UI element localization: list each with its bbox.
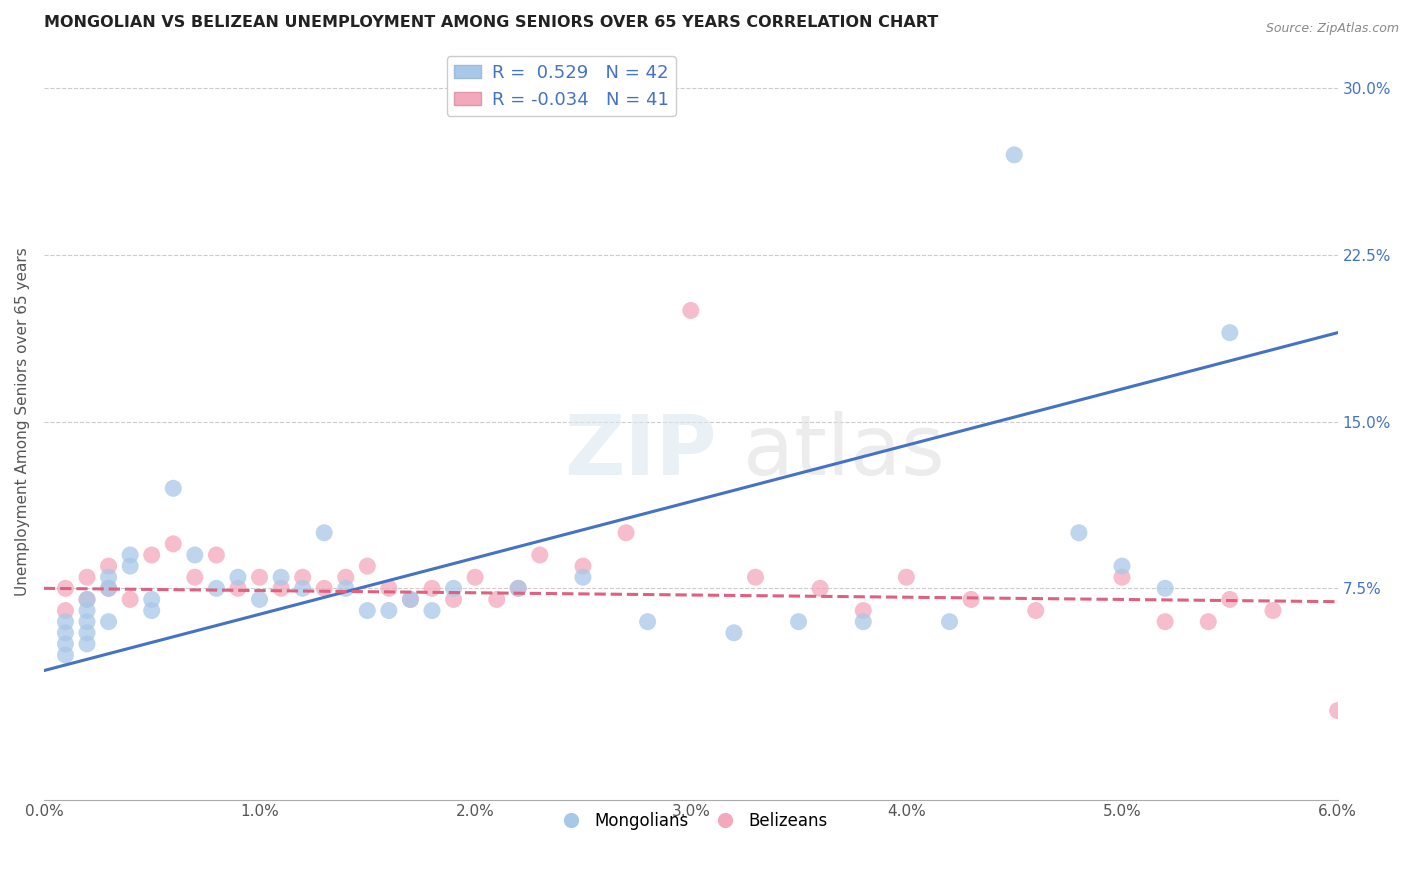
Point bbox=[291, 582, 314, 596]
Point bbox=[76, 592, 98, 607]
Point bbox=[637, 615, 659, 629]
Point bbox=[249, 570, 271, 584]
Point bbox=[1326, 704, 1348, 718]
Point bbox=[141, 592, 163, 607]
Point bbox=[420, 603, 443, 617]
Point bbox=[335, 570, 357, 584]
Point bbox=[97, 582, 120, 596]
Point bbox=[443, 592, 465, 607]
Point bbox=[76, 603, 98, 617]
Point bbox=[808, 582, 831, 596]
Text: ZIP: ZIP bbox=[564, 411, 717, 492]
Point bbox=[55, 637, 77, 651]
Point bbox=[1219, 326, 1241, 340]
Point bbox=[399, 592, 422, 607]
Point bbox=[249, 592, 271, 607]
Point bbox=[184, 570, 207, 584]
Point bbox=[1154, 582, 1177, 596]
Point bbox=[529, 548, 551, 562]
Point bbox=[162, 537, 184, 551]
Point bbox=[464, 570, 486, 584]
Point bbox=[314, 525, 336, 540]
Point bbox=[55, 582, 77, 596]
Point bbox=[141, 603, 163, 617]
Point bbox=[1197, 615, 1219, 629]
Text: MONGOLIAN VS BELIZEAN UNEMPLOYMENT AMONG SENIORS OVER 65 YEARS CORRELATION CHART: MONGOLIAN VS BELIZEAN UNEMPLOYMENT AMONG… bbox=[44, 15, 938, 30]
Point bbox=[97, 559, 120, 574]
Point bbox=[572, 570, 595, 584]
Point bbox=[378, 582, 401, 596]
Point bbox=[76, 592, 98, 607]
Point bbox=[1025, 603, 1047, 617]
Point bbox=[76, 637, 98, 651]
Point bbox=[508, 582, 530, 596]
Legend: Mongolians, Belizeans: Mongolians, Belizeans bbox=[547, 805, 834, 837]
Point bbox=[1261, 603, 1284, 617]
Point bbox=[960, 592, 983, 607]
Point bbox=[76, 570, 98, 584]
Point bbox=[120, 559, 142, 574]
Point bbox=[1154, 615, 1177, 629]
Point bbox=[679, 303, 702, 318]
Point bbox=[55, 603, 77, 617]
Point bbox=[356, 603, 378, 617]
Point bbox=[1111, 570, 1133, 584]
Point bbox=[787, 615, 810, 629]
Point bbox=[896, 570, 918, 584]
Point bbox=[141, 548, 163, 562]
Text: Source: ZipAtlas.com: Source: ZipAtlas.com bbox=[1265, 22, 1399, 36]
Point bbox=[443, 582, 465, 596]
Point bbox=[162, 481, 184, 495]
Point bbox=[1111, 559, 1133, 574]
Point bbox=[291, 570, 314, 584]
Point bbox=[97, 570, 120, 584]
Point bbox=[226, 582, 249, 596]
Point bbox=[744, 570, 766, 584]
Point bbox=[226, 570, 249, 584]
Point bbox=[356, 559, 378, 574]
Point bbox=[852, 603, 875, 617]
Point bbox=[120, 592, 142, 607]
Point bbox=[76, 615, 98, 629]
Point bbox=[1219, 592, 1241, 607]
Point bbox=[852, 615, 875, 629]
Point bbox=[97, 615, 120, 629]
Point bbox=[378, 603, 401, 617]
Point bbox=[120, 548, 142, 562]
Point bbox=[1002, 148, 1025, 162]
Point bbox=[184, 548, 207, 562]
Point bbox=[938, 615, 960, 629]
Point bbox=[508, 582, 530, 596]
Point bbox=[55, 615, 77, 629]
Point bbox=[314, 582, 336, 596]
Point bbox=[614, 525, 637, 540]
Point bbox=[420, 582, 443, 596]
Point bbox=[335, 582, 357, 596]
Point bbox=[97, 582, 120, 596]
Y-axis label: Unemployment Among Seniors over 65 years: Unemployment Among Seniors over 65 years bbox=[15, 247, 30, 596]
Point bbox=[205, 582, 228, 596]
Text: atlas: atlas bbox=[742, 411, 945, 492]
Point bbox=[1067, 525, 1090, 540]
Point bbox=[399, 592, 422, 607]
Point bbox=[485, 592, 508, 607]
Point bbox=[76, 625, 98, 640]
Point bbox=[55, 648, 77, 662]
Point bbox=[723, 625, 745, 640]
Point bbox=[270, 582, 292, 596]
Point bbox=[55, 625, 77, 640]
Point bbox=[270, 570, 292, 584]
Point bbox=[205, 548, 228, 562]
Point bbox=[572, 559, 595, 574]
